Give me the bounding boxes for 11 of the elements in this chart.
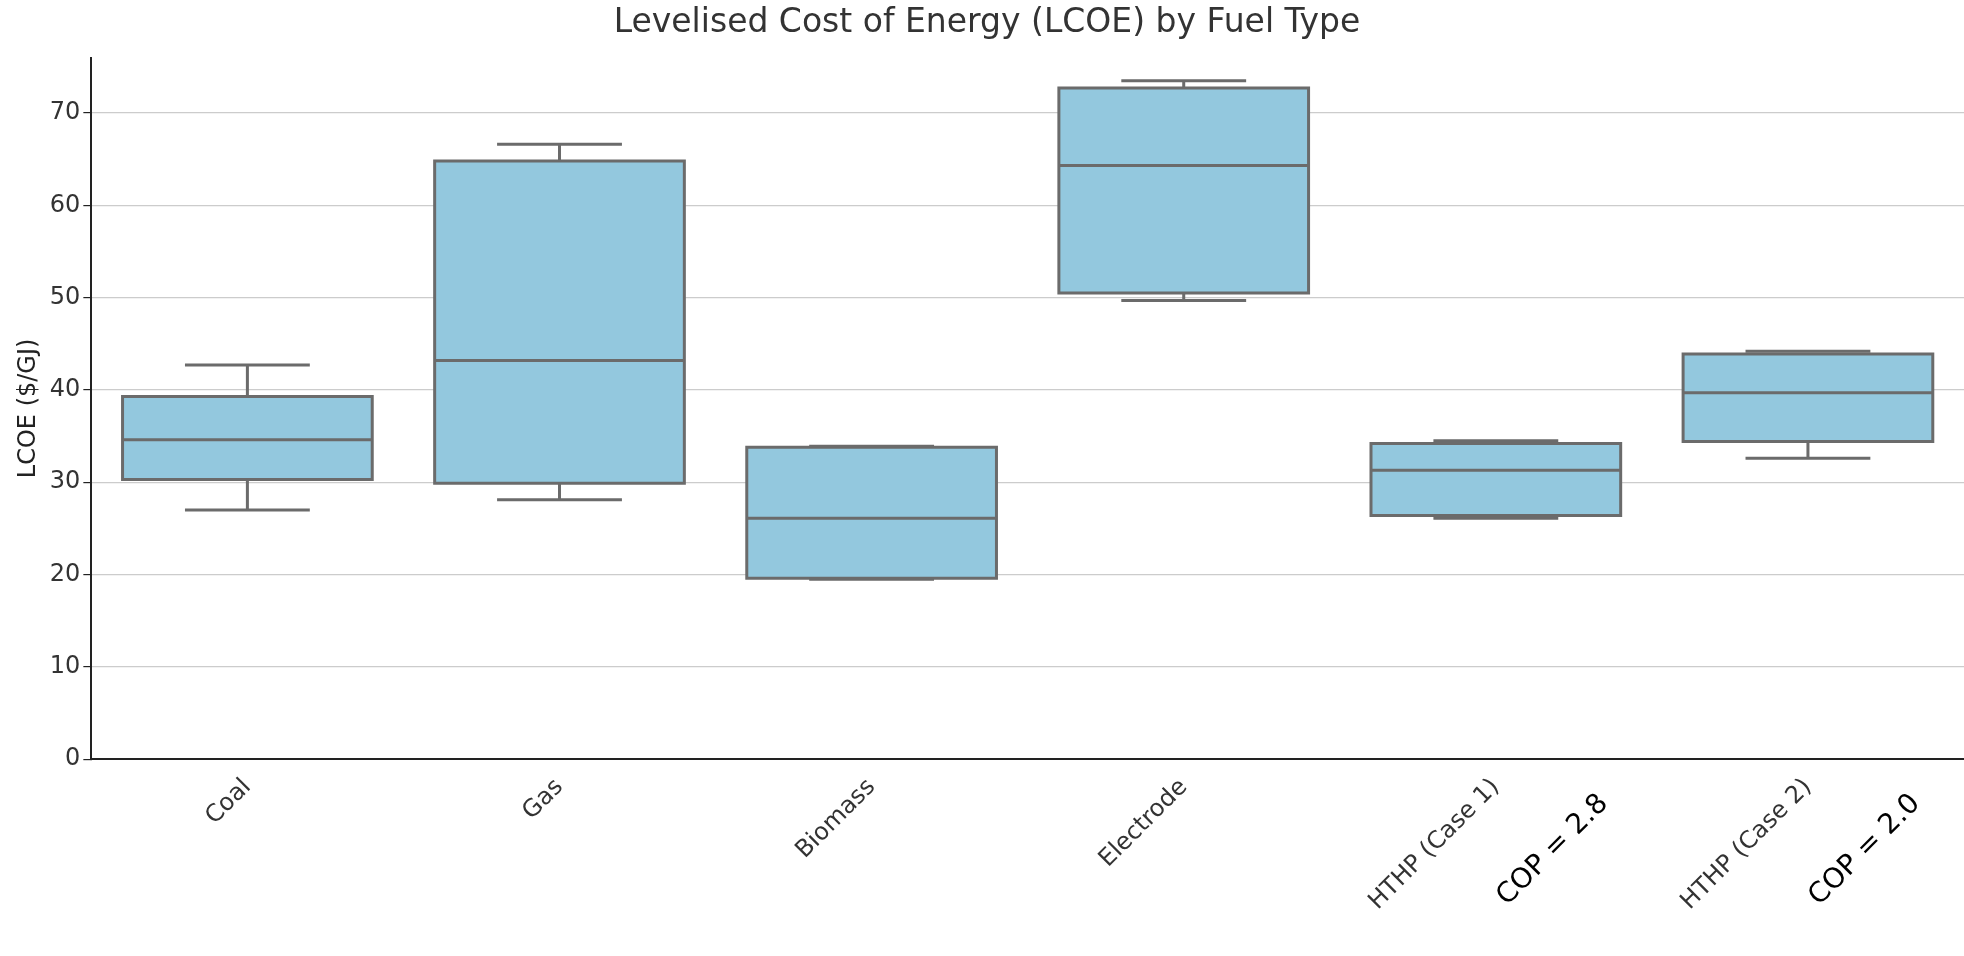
y-tick-label: 20 <box>49 558 81 587</box>
y-tick-label: 50 <box>49 281 81 310</box>
y-tick-label: 60 <box>49 189 81 218</box>
y-tick-label: 30 <box>49 466 81 495</box>
y-tick-label: 0 <box>65 743 81 772</box>
y-axis-title: LCOE ($/GJ) <box>12 338 41 479</box>
y-tick-label: 40 <box>49 374 81 403</box>
y-tick-label: 10 <box>49 651 81 680</box>
x-tick-label: Gas <box>515 772 569 825</box>
chart-title: Levelised Cost of Energy (LCOE) by Fuel Type <box>613 1 1361 41</box>
y-tick-label: 70 <box>49 97 81 126</box>
